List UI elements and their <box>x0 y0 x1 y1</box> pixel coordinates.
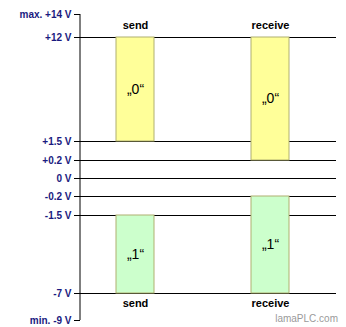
svg-text:0 V: 0 V <box>56 173 71 184</box>
svg-text:receive: receive <box>252 297 290 309</box>
svg-text:-0.2 V: -0.2 V <box>45 191 72 202</box>
svg-text:send: send <box>123 19 149 31</box>
svg-text:„0“: „0“ <box>262 90 279 106</box>
svg-text:+1.5 V: +1.5 V <box>42 136 72 147</box>
svg-text:-1.5 V: -1.5 V <box>45 210 72 221</box>
svg-text:max. +14 V: max. +14 V <box>20 9 72 20</box>
svg-text:„1“: „1“ <box>127 246 144 262</box>
svg-text:min. -9 V: min. -9 V <box>30 315 72 326</box>
html-text:lamaPLC.com: lamaPLC.com <box>275 313 338 324</box>
svg-text:send: send <box>123 297 149 309</box>
svg-text:„0“: „0“ <box>127 81 144 97</box>
svg-text:+12 V: +12 V <box>45 32 72 43</box>
svg-text:-7 V: -7 V <box>53 288 72 299</box>
svg-text:+0.2 V: +0.2 V <box>42 155 72 166</box>
svg-text:„1“: „1“ <box>262 236 279 252</box>
svg-text:receive: receive <box>252 19 290 31</box>
